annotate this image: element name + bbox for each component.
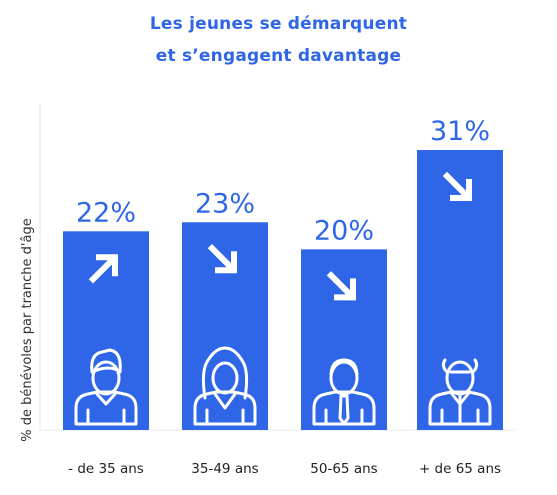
- bar-group: 22% - de 35 ans: [63, 197, 149, 477]
- woman-icon: [193, 346, 257, 426]
- bar-value-label: 20%: [314, 215, 374, 246]
- bar-value-label: 31%: [430, 116, 490, 147]
- bar-group: 31% + de 65 ans: [417, 116, 503, 477]
- x-tick-label: 35-49 ans: [191, 461, 258, 477]
- trend-arrow-down-icon: [326, 271, 357, 301]
- bar-value-label: 23%: [195, 188, 255, 219]
- elderly-man-icon: [428, 358, 492, 426]
- bar: [182, 222, 268, 430]
- bar-value-label: 22%: [76, 197, 136, 228]
- x-tick-label: - de 35 ans: [68, 461, 144, 477]
- trend-arrow-down-icon: [442, 171, 473, 202]
- bar: [63, 231, 149, 430]
- trend-arrow-down-icon: [207, 244, 238, 274]
- bar-group: 23% 35-49 ans: [182, 188, 268, 477]
- young-man-icon: [74, 348, 138, 426]
- chart-subtitle: et s’engagent davantage: [155, 46, 402, 66]
- man-icon: [312, 358, 376, 426]
- chart-title: Les jeunes se démarquent: [149, 14, 408, 34]
- trend-arrow-up-icon: [88, 254, 119, 284]
- bar-group: 20% 50-65 ans: [301, 215, 387, 477]
- x-tick-label: + de 65 ans: [419, 461, 501, 477]
- x-tick-label: 50-65 ans: [310, 461, 377, 477]
